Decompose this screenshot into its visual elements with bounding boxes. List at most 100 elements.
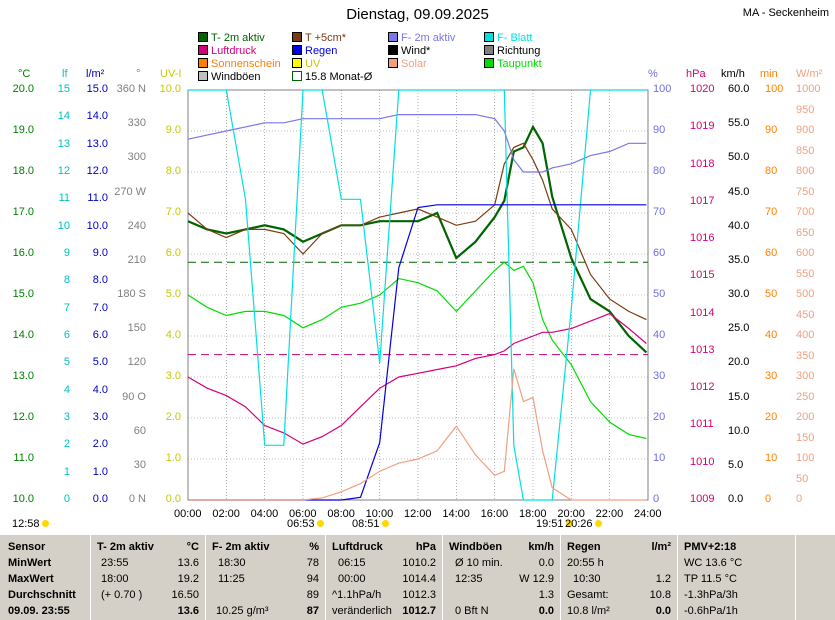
axis-tick-wind: 20.0: [728, 356, 750, 369]
sun-event-dusk: 20:26: [565, 518, 602, 530]
axis-tick-sunmin: 40: [765, 329, 778, 341]
axis-tick-uv: 10.0: [159, 83, 181, 95]
axis-tick-temp: 13.0: [12, 370, 34, 382]
legend-item: F- 2m aktiv: [388, 32, 455, 44]
stats-col-pmv: PMV+2:18 WC 13.6 °C TP 11.5 °C -1.3hPa/3…: [677, 535, 795, 620]
axis-tick-dir: 90 O: [122, 390, 146, 403]
axis-unit-temp: °C: [18, 68, 31, 80]
axis-tick-leaf: 5: [63, 356, 70, 369]
stats-col-sensor: Sensor MinWert MaxWert Durchschnitt 09.0…: [0, 535, 90, 620]
axis-tick-temp: 17.0: [12, 206, 34, 218]
stats-header-hum: F- 2m aktiv: [212, 541, 270, 553]
legend-swatch: [484, 45, 494, 55]
stats-header-temp: T- 2m aktiv: [97, 541, 154, 553]
sun-event-sunrise: 06:53: [287, 518, 324, 530]
legend-swatch: [484, 32, 494, 42]
series-line-7: [188, 368, 647, 501]
legend-item: T- 2m aktiv: [198, 32, 265, 44]
stats-press-3h: -1.3hPa/3h: [684, 589, 738, 601]
stats-col-hum: F- 2m aktiv % 18:30 78 11:25 94 89 10.25…: [205, 535, 325, 620]
axis-tick-dir: 360 N: [116, 83, 146, 95]
time-tick: 16:00: [480, 508, 509, 520]
axis-tick-temp: 19.0: [12, 124, 34, 136]
time-tick: 10:00: [365, 508, 394, 520]
legend-item: Sonnenschein: [198, 58, 281, 70]
legend-item: Regen: [292, 45, 337, 57]
legend-label: Taupunkt: [497, 58, 542, 70]
axis-tick-leaf: 10: [57, 219, 70, 232]
stats-temp-avg: 16.50: [171, 589, 199, 601]
legend-swatch: [292, 45, 302, 55]
axis-tick-solar: 100: [796, 452, 815, 464]
axis-tick-temp: 12.0: [12, 411, 34, 423]
sun-icon: [565, 520, 573, 527]
axis-tick-sunmin: 80: [765, 165, 778, 177]
stats-header-press: Luftdruck: [332, 541, 383, 553]
stats-label-avg: Durchschnitt: [8, 589, 76, 601]
axis-tick-wind: 50.0: [728, 151, 750, 164]
stats-rain-total: 10.8: [649, 589, 671, 601]
stats-gust-bft: 0 Bft N: [455, 605, 489, 617]
axis-tick-hum: 10: [653, 452, 666, 464]
axis-tick-sunmin: 0: [765, 493, 772, 505]
axis-tick-solar: 600: [796, 247, 815, 259]
legend-swatch: [198, 32, 208, 42]
legend-item: UV: [292, 58, 320, 70]
stats-temp-current: 13.6: [177, 605, 199, 617]
station-name: MA - Seckenheim: [742, 7, 829, 19]
axis-unit-wind: km/h: [721, 68, 745, 80]
axis-tick-temp: 20.0: [12, 83, 34, 95]
axis-unit-rain: l/m²: [86, 68, 105, 80]
axis-unit-hum: %: [648, 68, 658, 80]
axis-tick-solar: 300: [796, 370, 815, 382]
axis-tick-rain: 1.0: [92, 465, 108, 478]
legend-swatch: [198, 45, 208, 55]
stats-header-pmv: PMV+2:18: [684, 541, 737, 553]
axis-tick-hum: 40: [653, 329, 666, 341]
axis-tick-press: 1012: [690, 381, 715, 394]
axis-tick-solar: 950: [796, 103, 815, 116]
stats-press-min: 1010.2: [402, 557, 436, 569]
axis-tick-wind: 25.0: [728, 322, 750, 335]
axis-tick-leaf: 1: [63, 465, 70, 478]
axis-tick-press: 1020: [690, 83, 715, 95]
axis-tick-uv: 0.0: [165, 493, 181, 505]
axis-tick-solar: 50: [796, 472, 809, 485]
stats-press-trend: ^1.1hPa/h: [332, 589, 382, 601]
stats-temp-max-time: 18:00: [101, 573, 129, 585]
stats-press-current: 1012.7: [402, 605, 436, 617]
axis-tick-rain: 7.0: [92, 301, 108, 314]
legend-label: Richtung: [497, 45, 541, 57]
axis-tick-dir: 150: [127, 322, 146, 335]
axis-unit-press: hPa: [686, 68, 706, 80]
sun-icon: [41, 520, 49, 527]
legend-swatch: [198, 71, 208, 81]
stats-col-press: Luftdruck hPa 06:15 1010.2 00:00 1014.4 …: [325, 535, 442, 620]
sun-event-noon: 08:51: [352, 518, 389, 530]
time-tick: 24:00: [634, 508, 662, 520]
axis-tick-solar: 850: [796, 144, 815, 157]
axis-tick-sunmin: 100: [765, 83, 784, 95]
axis-tick-rain: 5.0: [92, 356, 108, 369]
axis-tick-hum: 100: [653, 83, 672, 95]
axis-tick-temp: 18.0: [12, 165, 34, 177]
axis-tick-solar: 500: [796, 288, 815, 300]
stats-label-max: MaxWert: [8, 573, 54, 585]
series-line-5: [188, 89, 647, 501]
sun-event-sunset: 19:51: [536, 518, 573, 530]
axis-tick-wind: 15.0: [728, 390, 750, 403]
axis-tick-press: 1009: [690, 493, 715, 505]
stats-press-max: 1014.4: [402, 573, 436, 585]
axis-unit-solar: W/m²: [796, 68, 823, 80]
stats-rain-day: 10.8 l/m²: [567, 605, 610, 617]
axis-tick-temp: 16.0: [12, 247, 34, 259]
legend-swatch: [388, 32, 398, 42]
axis-tick-uv: 4.0: [165, 329, 181, 341]
axis-tick-dir: 240: [127, 219, 146, 232]
legend-swatch: [198, 58, 208, 68]
legend-swatch: [292, 71, 302, 81]
axis-tick-sunmin: 30: [765, 370, 778, 382]
axis-tick-uv: 9.0: [165, 124, 181, 136]
axis-unit-sunmin: min: [760, 68, 778, 80]
axis-tick-solar: 1000: [796, 83, 821, 95]
